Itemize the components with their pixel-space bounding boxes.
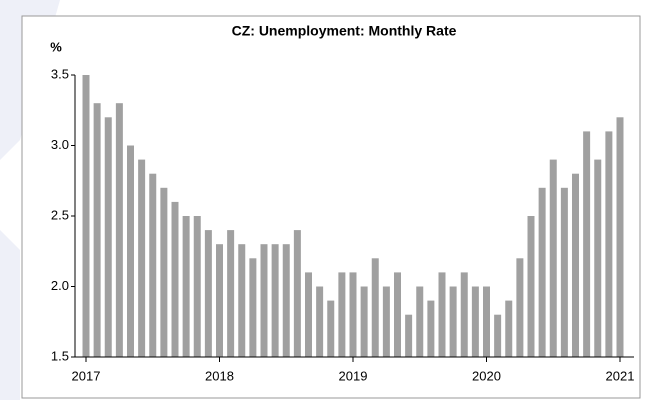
- y-tick-label: 2.0: [51, 278, 69, 293]
- bar: [594, 159, 602, 357]
- bar: [416, 286, 424, 357]
- x-tick-label: 2019: [339, 368, 368, 383]
- bar: [349, 272, 357, 357]
- y-tick-label: 2.5: [51, 207, 69, 222]
- bar: [382, 286, 390, 357]
- bar: [549, 159, 557, 357]
- bar: [193, 216, 201, 357]
- y-tick-label: 3.5: [51, 66, 69, 81]
- bar: [182, 216, 190, 357]
- bar: [249, 258, 257, 357]
- bar: [282, 244, 290, 357]
- bar: [583, 131, 591, 357]
- bar: [149, 173, 157, 357]
- bar: [405, 314, 413, 357]
- bar: [538, 187, 546, 357]
- bar: [293, 230, 301, 357]
- bar: [371, 258, 379, 357]
- bar: [460, 272, 468, 357]
- bar: [227, 230, 235, 357]
- bar: [449, 286, 457, 357]
- bar: [338, 272, 346, 357]
- bar: [616, 117, 624, 357]
- bar: [327, 300, 335, 357]
- bar: [505, 300, 513, 357]
- bar: [494, 314, 502, 357]
- bar: [360, 286, 368, 357]
- bar: [115, 103, 123, 357]
- y-axis-label: %: [50, 39, 62, 54]
- bar: [316, 286, 324, 357]
- bar: [527, 216, 535, 357]
- x-tick-label: 2021: [606, 368, 635, 383]
- bar: [271, 244, 279, 357]
- bar: [138, 159, 146, 357]
- bar: [427, 300, 435, 357]
- bar: [438, 272, 446, 357]
- chart-title: CZ: Unemployment: Monthly Rate: [232, 23, 457, 39]
- bar: [204, 230, 212, 357]
- bar: [560, 187, 568, 357]
- bar: [394, 272, 401, 357]
- bar: [238, 244, 246, 357]
- bar: [483, 286, 490, 357]
- x-tick-label: 2017: [72, 368, 101, 383]
- bar: [82, 75, 90, 357]
- bar: [471, 286, 479, 357]
- bar: [160, 187, 168, 357]
- decoration: [0, 230, 20, 400]
- y-tick-label: 3.0: [51, 137, 69, 152]
- bar: [572, 173, 579, 357]
- bar: [305, 272, 312, 357]
- bar: [104, 117, 112, 357]
- bar: [93, 103, 101, 357]
- x-tick-label: 2020: [472, 368, 501, 383]
- bar: [127, 145, 134, 357]
- y-tick-label: 1.5: [51, 348, 69, 363]
- bar: [216, 244, 223, 357]
- bar: [260, 244, 268, 357]
- bar: [516, 258, 524, 357]
- bar: [605, 131, 613, 357]
- x-tick-label: 2018: [205, 368, 234, 383]
- bar: [171, 201, 179, 357]
